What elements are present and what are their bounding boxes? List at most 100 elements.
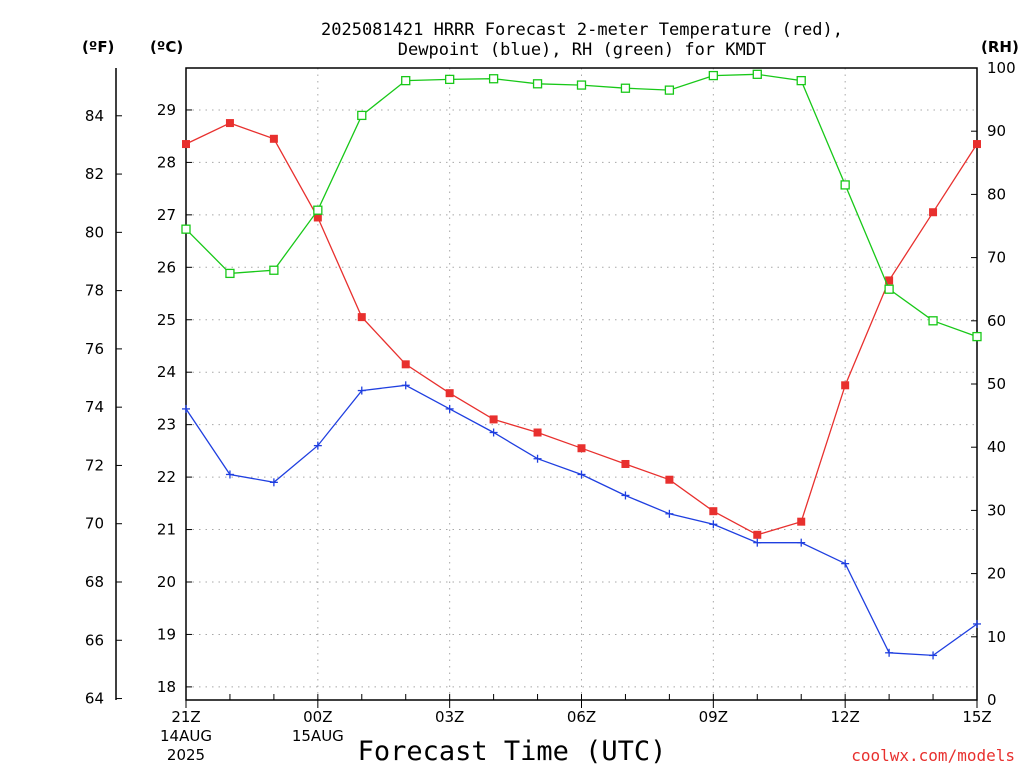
rh-unit-label: (RH) <box>981 38 1019 56</box>
fahrenheit-tick-label: 80 <box>85 223 104 241</box>
fahrenheit-tick-label: 72 <box>85 456 104 474</box>
rh-point <box>840 180 850 190</box>
fahrenheit-tick-label: 82 <box>85 165 104 183</box>
temperature-point <box>225 119 234 128</box>
watermark: coolwx.com/models <box>851 746 1015 765</box>
celsius-tick-label: 22 <box>157 468 176 486</box>
dewpoint-point <box>709 520 718 529</box>
rh-tick-label: 60 <box>987 312 1006 330</box>
rh-point <box>313 205 323 215</box>
x-tick-label: 00Z <box>303 708 332 726</box>
dewpoint-point <box>929 651 938 660</box>
rh-point <box>181 224 191 234</box>
temperature-point <box>401 360 410 369</box>
temperature-point <box>489 415 498 424</box>
celsius-tick-label: 18 <box>157 678 176 696</box>
celsius-tick-label: 24 <box>157 363 176 381</box>
dewpoint-point <box>269 478 278 487</box>
dewpoint-point <box>577 470 586 479</box>
plot-frame <box>185 67 978 701</box>
dewpoint-point <box>973 619 981 628</box>
rh-point <box>928 316 938 326</box>
x-tick-sublabel-year: 2025 <box>167 746 205 764</box>
x-tick-sublabel-date: 14AUG <box>160 727 212 745</box>
temperature-point <box>753 530 762 539</box>
dewpoint-point <box>533 454 542 463</box>
rh-tick-label: 40 <box>987 438 1006 456</box>
fahrenheit-tick-label: 76 <box>85 340 104 358</box>
celsius-tick-label: 20 <box>157 573 176 591</box>
temperature-point <box>533 428 542 437</box>
chart-title-line1: 2025081421 HRRR Forecast 2-meter Tempera… <box>321 20 843 40</box>
celsius-unit-label: (ºC) <box>150 38 183 56</box>
rh-tick-label: 30 <box>987 501 1006 519</box>
dewpoint-point <box>445 404 454 413</box>
chart-title-line2: Dewpoint (blue), RH (green) for KMDT <box>398 40 766 60</box>
x-tick-label: 03Z <box>435 708 464 726</box>
dewpoint-point <box>225 470 234 479</box>
rh-point <box>884 284 894 294</box>
celsius-tick-label: 19 <box>157 625 176 643</box>
x-tick-label: 15Z <box>962 708 991 726</box>
x-axis-title: Forecast Time (UTC) <box>358 736 667 767</box>
dewpoint-point <box>313 441 322 450</box>
rh-tick-label: 0 <box>987 691 997 709</box>
fahrenheit-tick-label: 68 <box>85 573 104 591</box>
temperature-point <box>709 507 718 516</box>
dewpoint-point <box>357 386 366 395</box>
rh-point <box>796 75 806 86</box>
temperature-point <box>885 276 894 285</box>
rh-point <box>357 110 367 121</box>
dewpoint-point <box>182 404 190 413</box>
temperature-point <box>621 459 630 468</box>
celsius-tick-label: 21 <box>157 521 176 539</box>
rh-point <box>664 85 675 95</box>
rh-point <box>269 265 279 275</box>
celsius-tick-label: 25 <box>157 311 176 329</box>
fahrenheit-tick-label: 78 <box>85 282 104 300</box>
x-tick-label: 12Z <box>830 708 859 726</box>
grid-lines <box>186 68 977 700</box>
rh-tick-label: 20 <box>987 565 1006 583</box>
rh-point <box>225 268 235 279</box>
rh-tick-label: 100 <box>987 59 1016 77</box>
rh-point <box>532 79 543 89</box>
dewpoint-point <box>401 381 410 390</box>
rh-point <box>620 83 631 93</box>
dewpoint-point <box>753 538 762 547</box>
dewpoint-point <box>885 648 894 657</box>
temperature-point <box>445 389 454 398</box>
rh-tick-label: 70 <box>987 249 1006 267</box>
rh-point <box>576 80 587 90</box>
dewpoint-point <box>665 509 674 518</box>
x-tick-label: 21Z <box>171 708 200 726</box>
temperature-point <box>797 517 806 526</box>
rh-tick-label: 80 <box>987 185 1006 203</box>
rh-tick-label: 90 <box>987 122 1006 140</box>
dewpoint-point <box>797 538 806 547</box>
temperature-point <box>929 208 938 217</box>
series-layer <box>181 69 982 660</box>
temperature-point <box>313 213 322 222</box>
axes: 64 66 68 70 72 74 76 78 80 82 84 18 19 20 21 22 23 24 25 26… <box>85 59 1016 764</box>
temperature-point <box>269 134 278 143</box>
celsius-tick-label: 26 <box>157 258 176 276</box>
rh-point <box>708 70 718 81</box>
celsius-tick-label: 27 <box>157 206 176 224</box>
fahrenheit-unit-label: (ºF) <box>82 38 114 56</box>
dewpoint-point <box>841 559 850 568</box>
x-tick-label: 09Z <box>699 708 728 726</box>
temperature-point <box>665 475 674 484</box>
rh-point <box>445 74 455 85</box>
rh-tick-label: 50 <box>987 375 1006 393</box>
fahrenheit-tick-label: 66 <box>85 631 104 649</box>
dewpoint-point <box>621 491 630 500</box>
temperature-point <box>841 381 850 390</box>
rh-point <box>401 75 411 86</box>
fahrenheit-tick-label: 84 <box>85 107 104 125</box>
celsius-tick-label: 23 <box>157 416 176 434</box>
dewpoint-point <box>489 428 498 437</box>
temperature-point <box>357 313 366 322</box>
rh-point <box>488 74 499 84</box>
rh-tick-label: 10 <box>987 628 1006 646</box>
